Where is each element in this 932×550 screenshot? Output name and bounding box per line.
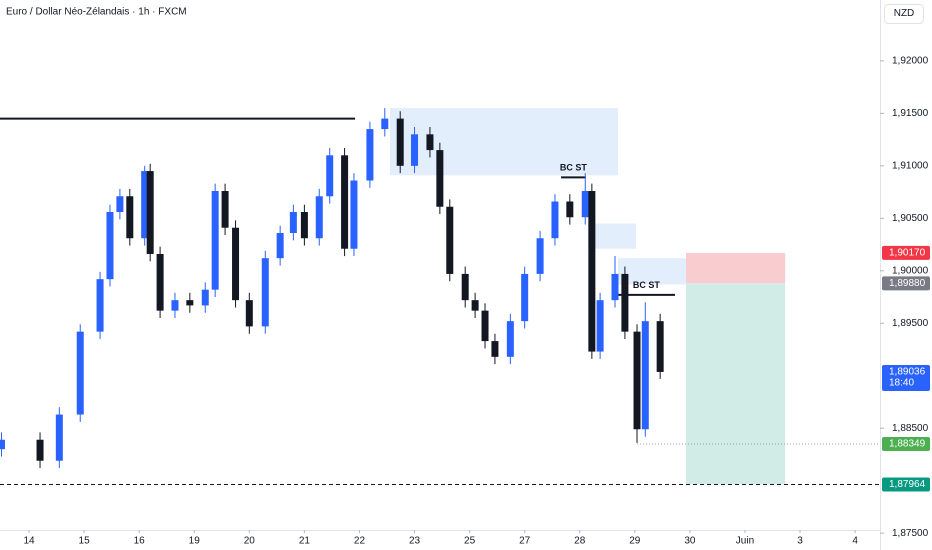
x-tick-label: 4 [852, 536, 858, 547]
candle-body [566, 201, 574, 218]
y-tick-label: 1,92000 [892, 56, 929, 67]
price-axis-bg [880, 0, 932, 550]
price-label-bg [882, 245, 930, 260]
countdown-label: 18:40 [889, 378, 914, 389]
candle-body [0, 439, 5, 450]
candle-body [411, 134, 419, 166]
price-label-bg [882, 276, 930, 291]
candle-body [106, 212, 114, 280]
x-tick-label: 25 [464, 536, 476, 547]
y-tick-label: 1,87500 [892, 528, 929, 539]
y-tick-label: 1,90500 [892, 213, 929, 224]
price-label: 1,90170 [889, 248, 926, 259]
candle-body [381, 118, 389, 130]
candle-body [141, 171, 149, 239]
x-tick-label: 16 [134, 536, 146, 547]
candle-body [621, 273, 629, 332]
candle-body [211, 191, 219, 290]
candle-body [581, 191, 589, 218]
price-label: 1,89880 [889, 278, 926, 289]
candle-body [366, 129, 374, 181]
price-label: 1,89036 [889, 367, 926, 378]
x-tick-label: 15 [79, 536, 91, 547]
x-tick-label: 3 [797, 536, 803, 547]
y-tick-label: 1,90000 [892, 265, 929, 276]
candle-body [326, 155, 334, 197]
candle-body [396, 118, 404, 166]
candle-body [171, 300, 179, 311]
price-label: 1,88349 [889, 439, 926, 450]
candle-body [656, 321, 664, 372]
y-tick-label: 1,88500 [892, 423, 929, 434]
candle-body [36, 439, 44, 461]
candle-body [126, 196, 134, 239]
zone [618, 258, 687, 285]
x-tick-label: 27 [519, 536, 531, 547]
y-tick-label: 1,89500 [892, 318, 929, 329]
x-tick-label: 23 [409, 536, 421, 547]
x-tick-label: 21 [299, 536, 311, 547]
zone [588, 223, 636, 249]
price-label-bg [882, 364, 930, 391]
candle-body [481, 310, 489, 342]
y-tick-label: 1,91500 [892, 108, 929, 119]
price-label: 1,87964 [889, 479, 926, 490]
candle-body [116, 196, 124, 212]
candle-body [536, 238, 544, 274]
x-tick-label: 28 [574, 536, 586, 547]
candle-body [315, 196, 323, 239]
candle-body [633, 331, 641, 430]
candle-body [461, 273, 469, 301]
x-tick-label: 30 [684, 536, 696, 547]
candle-body [276, 232, 284, 259]
price-label-bg [882, 477, 930, 492]
candle-body [156, 253, 164, 311]
candle-body [300, 212, 308, 239]
candle-body [611, 273, 619, 301]
x-tick-label: 20 [244, 536, 256, 547]
candle-body [96, 279, 104, 332]
candle-body [596, 300, 604, 352]
candle-body [588, 191, 596, 352]
candle-body [245, 300, 253, 327]
candle-body [186, 300, 194, 306]
candle-body [506, 321, 514, 357]
candle-body [446, 206, 454, 274]
x-tick-label: 14 [23, 536, 35, 547]
zone [686, 283, 786, 485]
x-tick-label: Juin [736, 536, 754, 547]
candle-body [76, 331, 84, 415]
x-tick-label: 22 [354, 536, 366, 547]
candle-body [350, 180, 358, 249]
candle-body [436, 150, 444, 207]
annotation: BC ST [633, 280, 661, 290]
candle-body [232, 227, 240, 301]
annotation: BC ST [560, 162, 588, 172]
x-tick-label: 29 [629, 536, 641, 547]
candle-body [289, 212, 297, 233]
candle-body [471, 300, 479, 311]
candle-body [551, 201, 559, 239]
candle-body [521, 273, 529, 322]
candle-body [221, 191, 229, 228]
candle-body [641, 321, 649, 430]
candle-body [201, 289, 209, 306]
x-tick-label: 19 [189, 536, 201, 547]
candle-body [55, 414, 63, 461]
candle-body [261, 258, 269, 327]
candle-body [146, 171, 154, 254]
zone [686, 252, 786, 284]
y-tick-label: 1,91000 [892, 160, 929, 171]
candle-body [491, 341, 499, 357]
candle-body [341, 155, 349, 249]
price-label-bg [882, 437, 930, 452]
chart-title: Euro / Dollar Néo-Zélandais · 1h · FXCM [6, 7, 187, 18]
currency-button[interactable]: NZD [884, 4, 924, 24]
candle-body [426, 134, 434, 151]
